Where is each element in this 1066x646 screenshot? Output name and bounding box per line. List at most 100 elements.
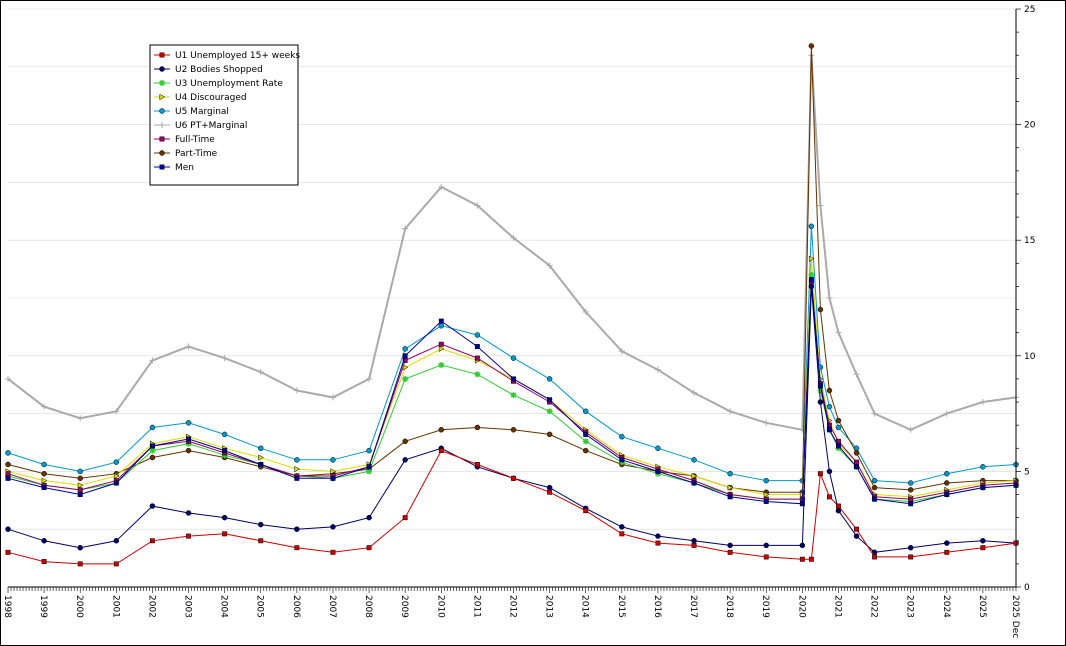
data-point	[835, 424, 842, 431]
x-tick-label: 2012	[507, 595, 517, 618]
data-point	[763, 477, 769, 484]
x-tick-label: 2013	[544, 595, 554, 618]
data-point	[474, 202, 481, 209]
data-point	[546, 376, 553, 382]
data-point	[185, 420, 192, 426]
data-point	[402, 438, 408, 445]
data-point	[257, 521, 264, 528]
data-point	[835, 329, 842, 336]
data-point	[159, 80, 165, 86]
data-point	[511, 376, 516, 382]
data-point	[826, 403, 833, 410]
x-tick-label: 2001	[110, 595, 120, 618]
data-point	[222, 531, 228, 537]
data-point	[294, 526, 300, 532]
data-point	[826, 387, 833, 394]
data-point	[944, 470, 950, 477]
y-tick-label: 15	[1024, 236, 1035, 246]
data-point	[691, 472, 698, 480]
x-tick-label: 2006	[291, 595, 301, 618]
data-point	[944, 549, 950, 555]
data-point	[113, 538, 120, 544]
x-tick-label: 2025 Dec	[1010, 595, 1020, 638]
legend: U1 Unemployed 15+ weeks U2 Bodies Shopped…	[149, 44, 300, 186]
data-point	[547, 397, 553, 403]
data-point	[257, 368, 264, 375]
data-point	[77, 415, 84, 422]
data-point	[366, 375, 373, 382]
data-point	[41, 403, 48, 410]
data-point	[871, 477, 878, 484]
data-point	[294, 457, 300, 463]
x-tick-label: 2023	[905, 595, 915, 618]
data-point	[77, 482, 84, 489]
data-point	[817, 471, 823, 477]
data-point	[149, 443, 155, 449]
x-tick-label: 2020	[796, 595, 806, 618]
data-point	[826, 468, 833, 475]
data-point	[113, 472, 120, 480]
series-lines	[5, 43, 1020, 567]
data-point	[908, 496, 914, 502]
data-point	[727, 494, 733, 500]
data-point	[979, 399, 986, 406]
data-point	[330, 549, 336, 555]
data-point	[77, 468, 83, 475]
legend-label: U5 Marginal	[175, 107, 229, 117]
data-point	[655, 468, 661, 474]
data-point	[402, 225, 409, 232]
data-point	[763, 499, 769, 504]
data-point	[77, 475, 83, 482]
data-point	[619, 531, 625, 537]
data-point	[817, 306, 824, 313]
x-tick-label: 2004	[219, 595, 229, 618]
data-point	[618, 348, 625, 355]
data-point	[727, 542, 733, 549]
data-point	[149, 503, 156, 509]
data-point	[619, 524, 625, 530]
data-point	[691, 538, 697, 544]
data-point	[330, 475, 336, 481]
data-point	[5, 450, 11, 456]
data-point	[854, 526, 859, 532]
legend-label: U3 Unemployment Rate	[175, 79, 283, 89]
data-point	[655, 540, 661, 546]
x-tick-label: 2022	[869, 595, 879, 618]
data-point	[808, 277, 814, 282]
data-point	[258, 462, 264, 467]
data-point	[257, 445, 264, 452]
x-tick-label: 2005	[255, 595, 265, 618]
data-point	[41, 538, 47, 544]
data-point	[221, 431, 228, 438]
data-point	[836, 503, 841, 509]
data-point	[727, 470, 733, 477]
data-point	[330, 468, 337, 475]
data-point	[294, 545, 300, 551]
series-8	[5, 277, 1019, 507]
x-tick-label: 1998	[2, 595, 12, 618]
data-point	[907, 487, 914, 493]
data-point	[546, 431, 553, 438]
data-point	[366, 468, 373, 475]
data-point	[159, 164, 165, 170]
x-tick-label: 2016	[652, 595, 662, 618]
data-point	[41, 461, 47, 468]
data-point	[872, 554, 878, 560]
data-point	[159, 108, 165, 114]
legend-box	[149, 44, 299, 186]
data-point	[159, 150, 165, 156]
series-0	[5, 448, 1019, 567]
data-point	[511, 475, 516, 481]
data-point	[763, 554, 769, 560]
data-point	[808, 223, 815, 230]
data-point	[763, 491, 770, 498]
data-point	[980, 464, 986, 470]
x-tick-label: 2021	[832, 595, 842, 618]
data-point	[41, 485, 47, 491]
data-point	[510, 355, 517, 361]
data-point	[872, 496, 878, 502]
legend-label: Full-Time	[175, 135, 215, 145]
x-tick-label: 2003	[183, 595, 193, 618]
data-point	[258, 454, 264, 461]
data-point	[944, 480, 950, 486]
